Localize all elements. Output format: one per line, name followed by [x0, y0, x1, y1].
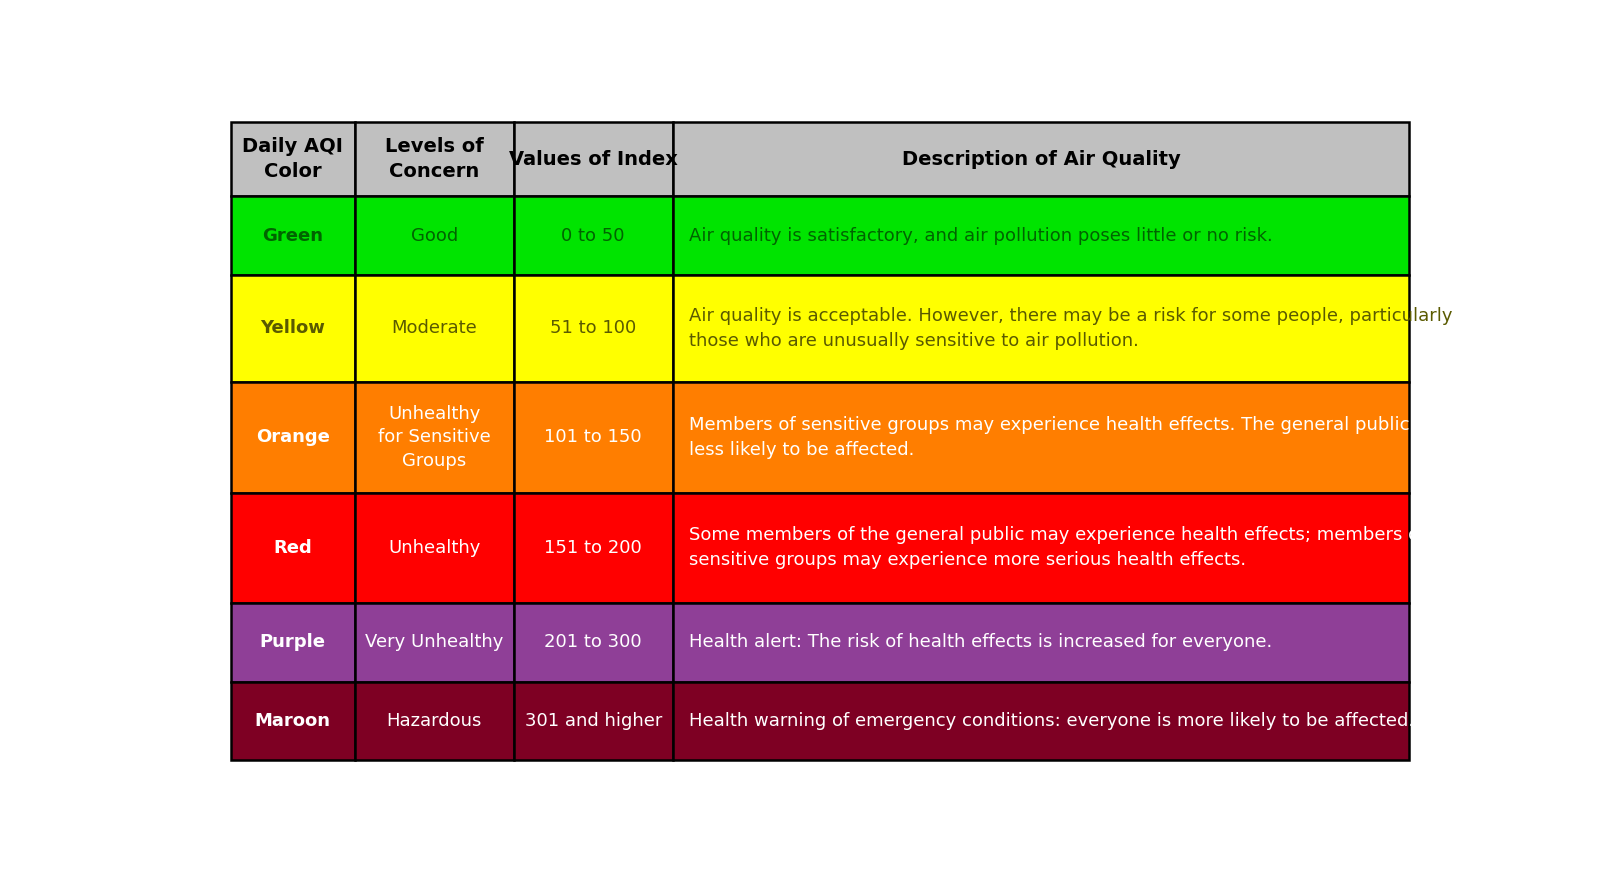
- Bar: [514, 492, 672, 603]
- Text: Air quality is satisfactory, and air pollution poses little or no risk.: Air quality is satisfactory, and air pol…: [690, 227, 1272, 244]
- Text: Levels of
Concern: Levels of Concern: [386, 137, 483, 181]
- Text: 201 to 300: 201 to 300: [544, 634, 642, 651]
- Text: 101 to 150: 101 to 150: [544, 429, 642, 446]
- Bar: [514, 382, 672, 492]
- Bar: [514, 603, 672, 682]
- Text: Orange: Orange: [256, 429, 330, 446]
- Bar: [230, 682, 355, 760]
- Bar: [355, 382, 514, 492]
- Bar: [514, 196, 672, 275]
- Text: Good: Good: [411, 227, 458, 244]
- Text: Unhealthy: Unhealthy: [389, 539, 480, 557]
- Bar: [672, 196, 1410, 275]
- Bar: [355, 121, 514, 196]
- Text: 151 to 200: 151 to 200: [544, 539, 642, 557]
- Bar: [672, 121, 1410, 196]
- Text: Daily AQI
Color: Daily AQI Color: [243, 137, 344, 181]
- Text: Purple: Purple: [259, 634, 326, 651]
- Bar: [230, 603, 355, 682]
- Text: Moderate: Moderate: [392, 320, 477, 338]
- Text: Health alert: The risk of health effects is increased for everyone.: Health alert: The risk of health effects…: [690, 634, 1272, 651]
- Text: 51 to 100: 51 to 100: [550, 320, 637, 338]
- Bar: [672, 682, 1410, 760]
- Text: Green: Green: [262, 227, 323, 244]
- Text: Unhealthy
for Sensitive
Groups: Unhealthy for Sensitive Groups: [378, 405, 491, 470]
- Bar: [230, 275, 355, 382]
- Bar: [514, 121, 672, 196]
- Bar: [355, 492, 514, 603]
- Text: Air quality is acceptable. However, there may be a risk for some people, particu: Air quality is acceptable. However, ther…: [690, 307, 1453, 350]
- Bar: [672, 275, 1410, 382]
- Text: 0 to 50: 0 to 50: [562, 227, 626, 244]
- Bar: [355, 603, 514, 682]
- Text: 301 and higher: 301 and higher: [525, 711, 662, 730]
- Text: Health warning of emergency conditions: everyone is more likely to be affected.: Health warning of emergency conditions: …: [690, 711, 1414, 730]
- Bar: [230, 492, 355, 603]
- Text: Maroon: Maroon: [254, 711, 331, 730]
- Bar: [230, 121, 355, 196]
- Text: Description of Air Quality: Description of Air Quality: [901, 149, 1181, 168]
- Bar: [355, 275, 514, 382]
- Bar: [514, 682, 672, 760]
- Text: Values of Index: Values of Index: [509, 149, 678, 168]
- Bar: [355, 196, 514, 275]
- Bar: [355, 682, 514, 760]
- Text: Red: Red: [274, 539, 312, 557]
- Bar: [230, 382, 355, 492]
- Text: Hazardous: Hazardous: [387, 711, 482, 730]
- Bar: [514, 275, 672, 382]
- Text: Members of sensitive groups may experience health effects. The general public is: Members of sensitive groups may experien…: [690, 416, 1430, 459]
- Bar: [230, 196, 355, 275]
- Text: Some members of the general public may experience health effects; members of
sen: Some members of the general public may e…: [690, 526, 1426, 569]
- Bar: [672, 603, 1410, 682]
- Bar: [672, 382, 1410, 492]
- Text: Yellow: Yellow: [261, 320, 325, 338]
- Bar: [672, 492, 1410, 603]
- Text: Very Unhealthy: Very Unhealthy: [365, 634, 504, 651]
